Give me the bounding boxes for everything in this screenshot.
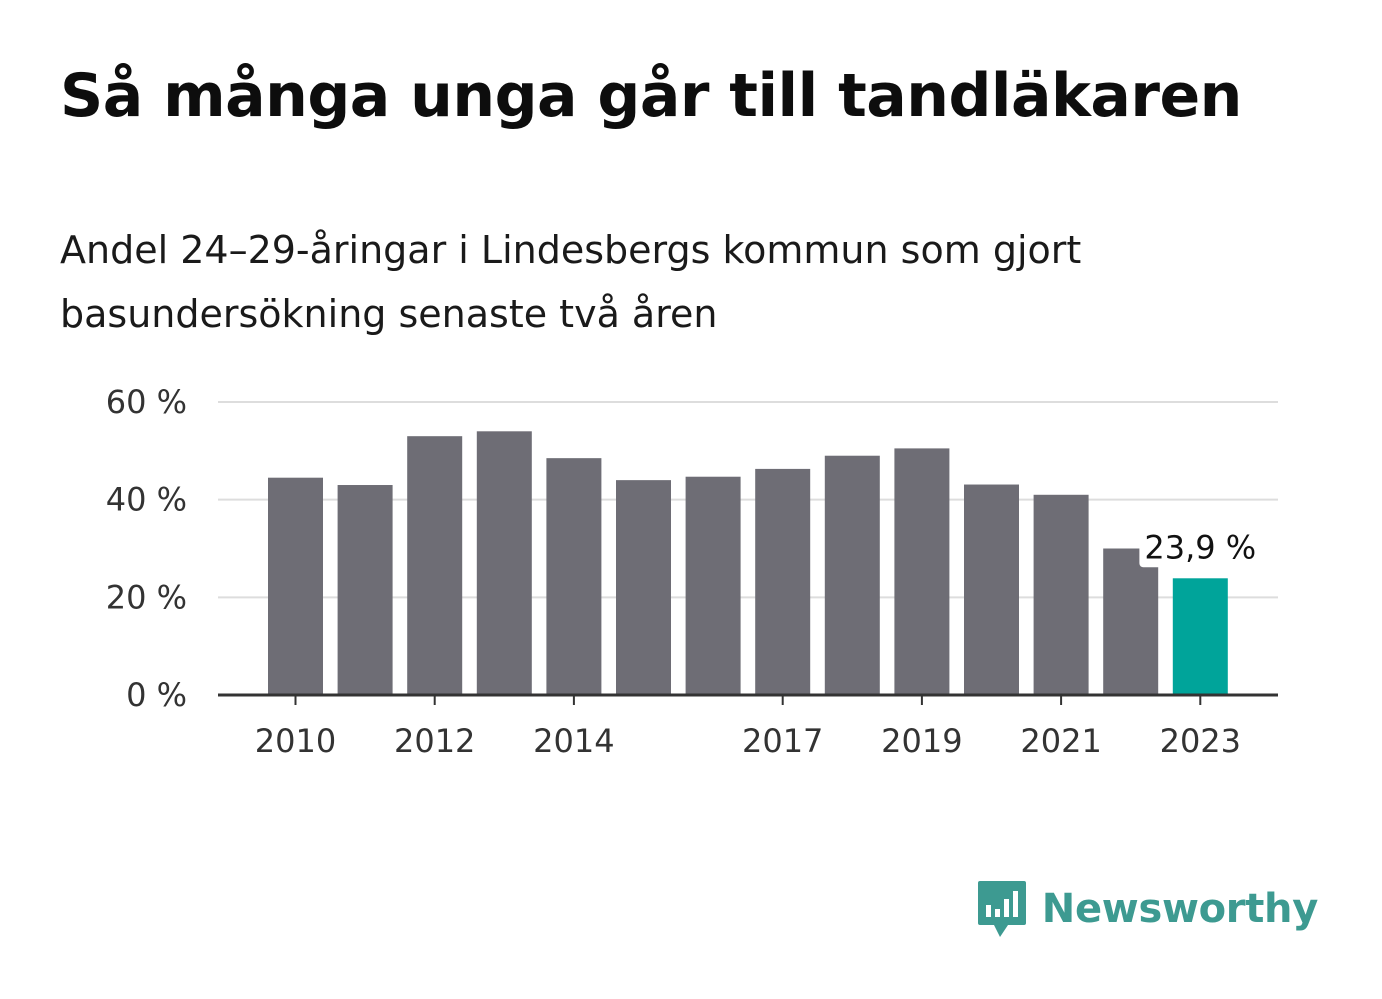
bar-2011: [337, 485, 393, 695]
chart-subtitle: Andel 24–29-åringar i Lindesbergs kommun…: [60, 228, 1082, 336]
y-tick-label: 40 %: [106, 481, 187, 519]
data-label: 23,9 %: [1144, 528, 1256, 566]
chart-title: Så många unga går till tandläkaren: [60, 61, 1242, 131]
bar-2013: [476, 431, 532, 695]
axes: [218, 693, 1278, 705]
newsworthy-wordmark: Newsworthy: [1041, 886, 1319, 932]
bars: [268, 431, 1228, 695]
y-tick-label: 20 %: [106, 578, 187, 616]
gridlines: [218, 401, 1278, 599]
bar-2022: [1103, 548, 1159, 695]
bar-2012: [407, 436, 463, 695]
data-label-group: 23,9 %: [1139, 527, 1262, 568]
labels: 0 % 20 % 40 % 60 % 2010 2012 2014 2017 2019 2021 2…: [106, 383, 1262, 760]
y-tick-label: 0 %: [126, 676, 187, 714]
bar-2020: [964, 484, 1019, 695]
bar-2016: [685, 476, 741, 695]
x-tick-label: 2010: [255, 722, 336, 760]
newsworthy-logo: Newsworthy: [976, 879, 1318, 939]
x-tick-label: 2017: [742, 722, 823, 760]
x-tick-label: 2014: [533, 722, 614, 760]
bar-2023: [1172, 578, 1228, 695]
bar-2014: [546, 458, 602, 695]
bar-2010: [268, 477, 323, 695]
bar-2018: [824, 455, 880, 695]
x-tick-label: 2023: [1160, 722, 1241, 760]
x-tick-label: 2021: [1020, 722, 1101, 760]
bar-2017: [755, 468, 811, 695]
bar-2019: [894, 448, 950, 695]
data-label-background: [1139, 527, 1262, 568]
y-tick-label: 60 %: [106, 383, 187, 421]
bar-2021: [1033, 494, 1089, 695]
bar-chart: 0 % 20 % 40 % 60 % 2010 2012 2014 2017 2019 2021 2…: [106, 383, 1278, 760]
x-tick-label: 2019: [881, 722, 962, 760]
newsworthy-chart-bubble-icon: [977, 881, 1026, 937]
bar-2015: [616, 480, 671, 695]
x-tick-label: 2012: [394, 722, 475, 760]
